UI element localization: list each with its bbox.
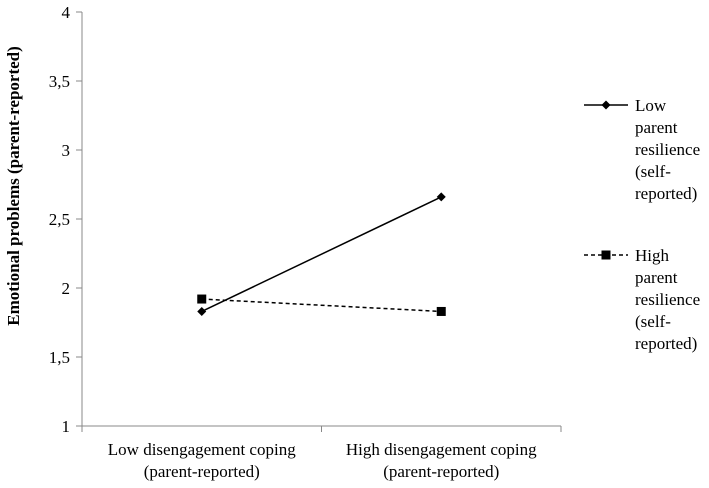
y-tick-label: 2	[62, 279, 71, 298]
y-tick-label: 1,5	[49, 348, 70, 367]
diamond-marker	[436, 192, 446, 202]
legend-item-1: High parent resilience (self-reported)	[584, 246, 700, 353]
y-tick-label: 3	[62, 141, 71, 160]
square-marker	[197, 294, 207, 304]
y-tick-label: 4	[62, 3, 71, 22]
series-line	[201, 196, 442, 313]
series-line	[201, 298, 442, 313]
diamond-marker	[197, 306, 207, 316]
square-marker	[436, 306, 446, 316]
legend: Low parent resilience (self-reported) High pa…	[584, 96, 700, 353]
y-tick-label: 3,5	[49, 72, 70, 91]
y-tick-label: 2,5	[49, 210, 70, 229]
series-lines	[197, 192, 446, 316]
y-tick-label: 1	[62, 417, 71, 436]
x-categories: Low disengagement coping (parent-reported…	[81, 426, 562, 481]
legend-diamond-marker	[601, 100, 611, 110]
y-axis-label: Emotional problems (parent-reported)	[4, 46, 23, 326]
legend-item-0: Low parent resilience (self-reported)	[584, 96, 700, 203]
x-category-label: High disengagement coping (parent-reporte…	[346, 440, 537, 481]
axes	[81, 12, 561, 427]
series-1	[197, 294, 446, 316]
x-category-label: Low disengagement coping (parent-reported…	[108, 440, 296, 481]
legend-label: High parent resilience (self-reported)	[635, 246, 700, 353]
legend-square-marker	[601, 250, 611, 260]
legend-label: Low parent resilience (self-reported)	[635, 96, 700, 203]
series-0	[197, 192, 446, 316]
y-ticks: 1 1,5 2 2,5 3 3,5 4	[49, 3, 82, 436]
